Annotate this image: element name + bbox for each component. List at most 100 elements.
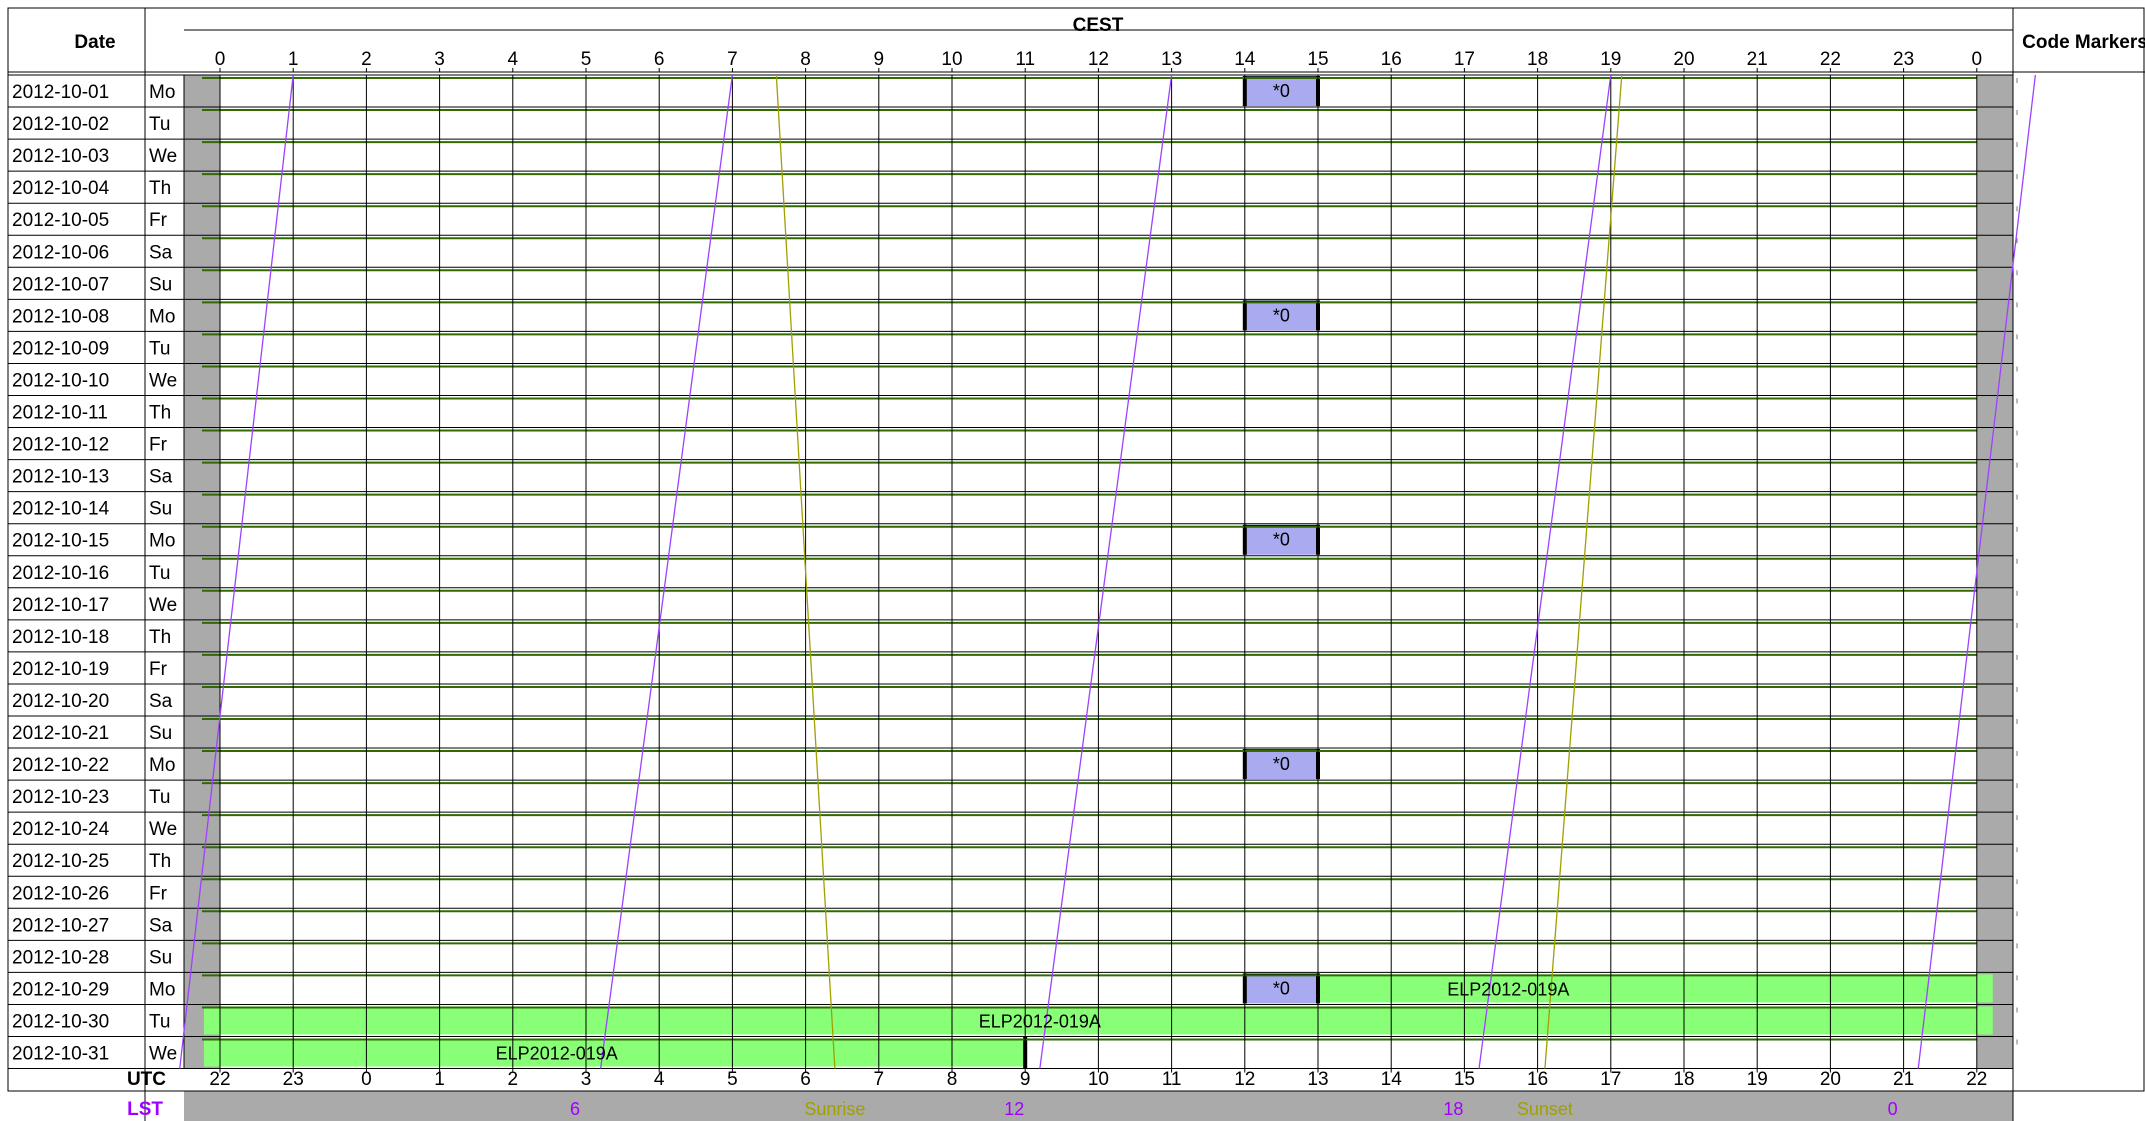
utc-hour-label: 14 [1381, 1069, 1403, 1090]
observation-block [204, 1038, 1026, 1067]
cest-hour-label: 10 [941, 49, 962, 70]
utc-hour-label: 6 [800, 1069, 811, 1090]
row-weekday: Mo [149, 755, 175, 776]
row-date: 2012-10-05 [12, 210, 109, 231]
utc-hour-label: 15 [1454, 1069, 1475, 1090]
lst-hour-label: 0 [1888, 1099, 1898, 1119]
row-weekday: Th [149, 178, 171, 199]
utc-hour-label: 12 [1234, 1069, 1255, 1090]
maintenance-block [1244, 300, 1318, 331]
maintenance-label: *0 [1273, 978, 1290, 998]
utc-hour-label: 21 [1893, 1069, 1914, 1090]
row-date: 2012-10-03 [12, 146, 109, 167]
maintenance-block [1244, 76, 1318, 107]
row-weekday: Th [149, 403, 171, 424]
maintenance-block [1244, 973, 1318, 1004]
cest-hour-label: 2 [361, 49, 372, 70]
cest-hour-label: 16 [1381, 49, 1402, 70]
row-date: 2012-10-20 [12, 691, 109, 712]
row-date: 2012-10-18 [12, 627, 109, 648]
utc-axis-title: UTC [127, 1069, 166, 1090]
row-weekday: Sa [149, 691, 173, 712]
lst-diagonal-line [1917, 74, 2037, 1069]
row-date: 2012-10-11 [12, 403, 108, 424]
row-weekday: We [149, 819, 177, 840]
utc-hour-label: 2 [508, 1069, 519, 1090]
row-weekday: Tu [149, 563, 170, 584]
row-date: 2012-10-22 [12, 755, 109, 776]
utc-hour-label: 4 [654, 1069, 665, 1090]
cest-hour-label: 13 [1161, 49, 1182, 70]
maintenance-block [1244, 524, 1318, 555]
cest-hour-label: 6 [654, 49, 665, 70]
utc-hour-label: 3 [581, 1069, 592, 1090]
row-date: 2012-10-29 [12, 979, 109, 1000]
sunrise-line [775, 74, 836, 1069]
row-weekday: Sa [149, 467, 173, 488]
row-date: 2012-10-06 [12, 242, 109, 263]
row-date: 2012-10-16 [12, 563, 109, 584]
row-weekday: Th [149, 627, 171, 648]
row-weekday: Mo [149, 531, 175, 552]
sunset-line [1544, 74, 1623, 1069]
labels-layer: Date CEST Code Markers UTC LST ELP2012-0… [12, 15, 2145, 1120]
row-date: 2012-10-30 [12, 1011, 109, 1032]
row-date: 2012-10-27 [12, 915, 109, 936]
row-weekday: Su [149, 499, 172, 520]
sun-event-label: Sunrise [804, 1099, 865, 1119]
row-weekday: Mo [149, 979, 175, 1000]
cest-hour-label: 19 [1600, 49, 1621, 70]
cest-hour-label: 23 [1893, 49, 1914, 70]
outer-frame [7, 7, 2145, 1092]
row-weekday: Mo [149, 306, 175, 327]
maintenance-block [1244, 749, 1318, 780]
sun-event-label: Sunset [1517, 1099, 1573, 1119]
lst-hour-label: 18 [1443, 1099, 1463, 1119]
row-weekday: Tu [149, 338, 170, 359]
cest-hour-label: 0 [215, 49, 226, 70]
cest-hour-label: 21 [1747, 49, 1768, 70]
row-date: 2012-10-14 [12, 499, 110, 520]
cest-hour-label: 18 [1527, 49, 1548, 70]
lst-diagonal-line [1478, 74, 1612, 1069]
row-date: 2012-10-19 [12, 659, 109, 680]
maintenance-label: *0 [1273, 81, 1290, 101]
row-date: 2012-10-25 [12, 851, 109, 872]
row-weekday: Th [149, 851, 171, 872]
lst-hour-label: 12 [1004, 1099, 1024, 1119]
utc-hour-label: 13 [1307, 1069, 1328, 1090]
lst-diagonal-line [1039, 74, 1173, 1069]
cest-hour-label: 8 [800, 49, 811, 70]
utc-hour-label: 19 [1747, 1069, 1768, 1090]
background-layer [184, 75, 2013, 1121]
row-weekday: Tu [149, 787, 170, 808]
row-date: 2012-10-28 [12, 947, 109, 968]
cest-axis-title: CEST [1073, 15, 1124, 36]
cest-hour-label: 15 [1307, 49, 1328, 70]
row-weekday: Fr [149, 210, 168, 231]
row-weekday: Mo [149, 82, 175, 103]
row-date: 2012-10-15 [12, 531, 109, 552]
row-weekday: Fr [149, 435, 168, 456]
row-date: 2012-10-01 [12, 82, 109, 103]
utc-hour-label: 8 [947, 1069, 958, 1090]
row-date: 2012-10-12 [12, 435, 109, 456]
row-weekday: Sa [149, 915, 173, 936]
observation-block [1318, 974, 1993, 1003]
utc-hour-label: 0 [361, 1069, 372, 1090]
maintenance-label: *0 [1273, 530, 1290, 550]
observation-label: ELP2012-019A [1447, 979, 1569, 999]
cest-hour-label: 14 [1234, 49, 1256, 70]
utc-hour-label: 9 [1020, 1069, 1031, 1090]
row-weekday: Fr [149, 659, 168, 680]
row-date: 2012-10-13 [12, 467, 109, 488]
utc-hour-label: 17 [1600, 1069, 1621, 1090]
utc-hour-label: 22 [209, 1069, 230, 1090]
lst-band [184, 1091, 2013, 1121]
row-weekday: We [149, 370, 177, 391]
maintenance-label: *0 [1273, 754, 1290, 774]
cest-hour-label: 3 [434, 49, 445, 70]
cest-hour-label: 12 [1088, 49, 1109, 70]
row-weekday: Fr [149, 883, 168, 904]
